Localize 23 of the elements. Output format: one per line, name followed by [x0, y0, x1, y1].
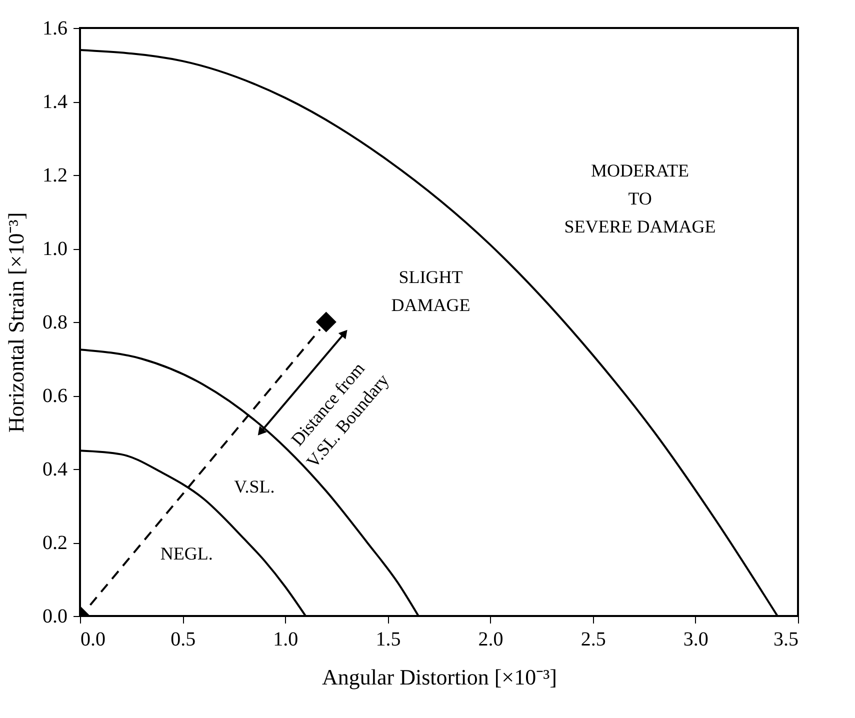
- x-tick-label: 0.0: [80, 628, 106, 650]
- y-axis-title: Horizontal Strain [×10⁻³]: [4, 212, 28, 433]
- x-axis-title: Angular Distortion [×10⁻³]: [322, 664, 557, 690]
- y-tick-label: 0.0: [42, 606, 68, 628]
- x-tick-label: 3.5: [774, 628, 798, 650]
- y-tick-label: 0.2: [42, 532, 68, 554]
- y-tick-label: 1.0: [42, 238, 68, 260]
- annotation: MODERATE TO SEVERE DAMAGE: [564, 160, 716, 236]
- x-tick-label: 1.0: [273, 628, 298, 650]
- y-tick-label: 1.2: [42, 164, 68, 186]
- x-tick-label: 3.0: [683, 628, 708, 650]
- x-tick-label: 1.5: [376, 628, 401, 650]
- annotation: V.SL.: [234, 476, 275, 496]
- annotation: NEGL.: [160, 544, 213, 564]
- x-tick-label: 0.5: [170, 628, 196, 650]
- y-tick-label: 0.4: [42, 458, 68, 480]
- annotation: SLIGHT DAMAGE: [391, 266, 470, 315]
- y-tick-label: 1.6: [42, 18, 68, 40]
- x-tick-label: 2.0: [478, 628, 504, 650]
- y-tick-label: 0.8: [42, 312, 68, 334]
- x-tick-label: 2.5: [580, 628, 606, 650]
- y-tick-label: 1.4: [42, 91, 68, 113]
- y-tick-label: 0.6: [42, 385, 68, 407]
